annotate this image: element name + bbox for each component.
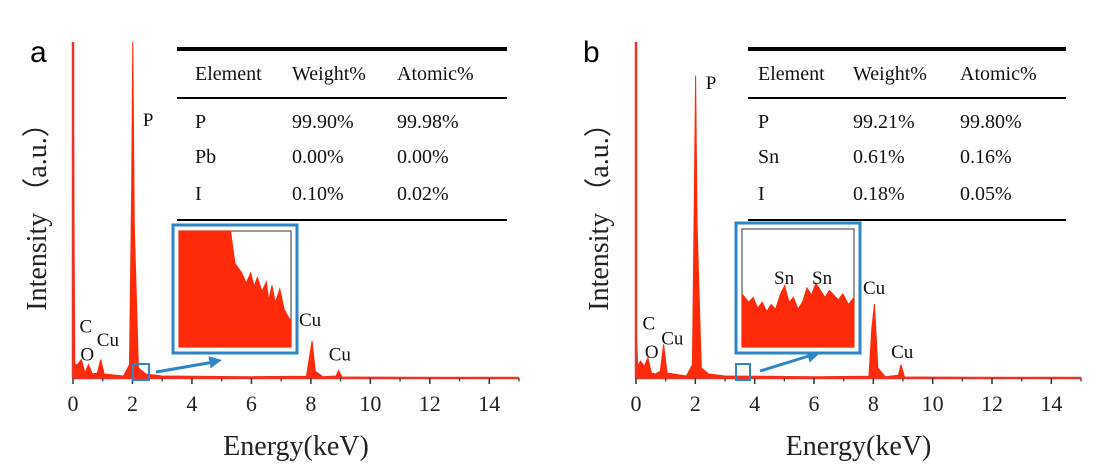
peak-label: Cu — [299, 310, 322, 331]
x-tick-label: 6 — [246, 391, 257, 416]
x-tick-label: 2 — [127, 391, 138, 416]
table-cell: 99.80% — [960, 111, 1022, 133]
spectrum-area — [72, 41, 520, 379]
x-axis-title: Energy(keV) — [786, 431, 932, 462]
peak-label: O — [80, 345, 94, 366]
table-cell: 99.98% — [397, 111, 459, 133]
inset-peak-label: Sn — [812, 268, 833, 289]
table-cell: P — [758, 111, 769, 133]
table-cell: I — [758, 183, 765, 205]
x-tick-label: 2 — [690, 391, 701, 416]
x-tick-label: 10 — [359, 391, 381, 416]
spectrum-area — [635, 75, 1082, 379]
zoom-arrow-head — [208, 356, 222, 369]
panel-b: b 0 2 4 6 8 10 12 14 Energy(keV) Intensity （a.u.） P… — [583, 36, 1082, 462]
peak-label: C — [643, 313, 656, 334]
x-tick-label: 0 — [68, 391, 79, 416]
x-tick-label: 4 — [749, 391, 760, 416]
table-cell: 0.10% — [292, 183, 344, 205]
table-cell: Sn — [758, 146, 779, 168]
x-tick-label: 14 — [1040, 391, 1062, 416]
table-header-cell: Element — [195, 63, 262, 85]
peak-label: P — [143, 110, 154, 131]
panel-letter: b — [583, 36, 600, 69]
inset-spectrum — [741, 282, 855, 348]
x-tick-label: 4 — [186, 391, 197, 416]
x-tick-label: 10 — [922, 391, 944, 416]
x-axis-title: Energy(keV) — [223, 431, 369, 462]
table-cell: 0.02% — [397, 183, 449, 205]
peak-label: C — [80, 317, 93, 338]
table-cell: 99.90% — [292, 111, 354, 133]
inset-peak-label: Sn — [774, 268, 795, 289]
y-axis-title: Intensity （a.u.） — [583, 109, 615, 310]
x-tick-label: 14 — [478, 391, 500, 416]
table-cell: I — [195, 183, 202, 205]
table-cell: 0.05% — [960, 183, 1012, 205]
x-tick-label: 12 — [981, 391, 1003, 416]
table-header-cell: Weight% — [853, 63, 927, 85]
table-cell: Pb — [195, 146, 216, 168]
x-tick-label: 8 — [868, 391, 879, 416]
peak-label: O — [645, 342, 659, 363]
x-tick-label: 0 — [631, 391, 642, 416]
panel-a: a 0 2 4 6 8 10 12 14 Energy(keV) Intensity （a.u.） P… — [21, 36, 520, 462]
zoom-region-box — [132, 363, 150, 381]
table-cell: 0.00% — [292, 146, 344, 168]
x-tick-label: 6 — [809, 391, 820, 416]
table-cell: 0.18% — [853, 183, 905, 205]
x-tick-label: 12 — [419, 391, 441, 416]
zoom-region-box — [735, 363, 751, 381]
table-cell: 0.61% — [853, 146, 905, 168]
y-axis-title: Intensity （a.u.） — [21, 109, 53, 310]
table-cell: 99.21% — [853, 111, 915, 133]
table-header-cell: Atomic% — [960, 63, 1037, 85]
peak-label: P — [706, 73, 717, 94]
peak-label: Cu — [329, 345, 352, 366]
x-tick-label: 8 — [305, 391, 316, 416]
table-cell: P — [195, 111, 206, 133]
table-cell: 0.16% — [960, 146, 1012, 168]
inset-spectrum — [178, 230, 292, 348]
table-header-cell: Atomic% — [397, 63, 474, 85]
table-header-cell: Weight% — [292, 63, 366, 85]
peak-label: Cu — [891, 342, 914, 363]
panel-letter: a — [30, 36, 47, 69]
peak-label: Cu — [661, 328, 684, 349]
peak-label: Cu — [97, 330, 120, 351]
table-cell: 0.00% — [397, 146, 449, 168]
zoom-arrow-line — [759, 353, 813, 373]
peak-label: Cu — [863, 278, 886, 299]
table-header-cell: Element — [758, 63, 825, 85]
zoom-arrow-line — [155, 360, 215, 374]
